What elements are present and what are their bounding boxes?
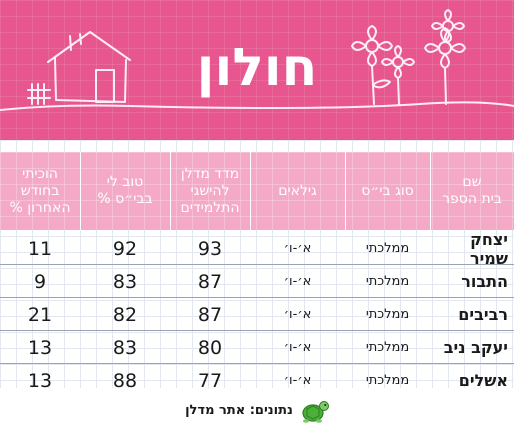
school-name: רביבים — [458, 305, 508, 324]
table-row: יעקב ניב ממלכתי א׳-ו׳ 80 83 13 — [0, 331, 514, 364]
school-type: ממלכתי — [365, 274, 410, 289]
source-text: נתונים: אתר מדלן — [185, 402, 293, 418]
header-grades: גילאים — [278, 182, 317, 199]
bullied-percent: 13 — [27, 336, 53, 359]
source-credit: נתונים: אתר מדלן — [0, 393, 514, 427]
schools-table: שם בית הספר סוג בי״ס גילאים מדד מדלן להי… — [0, 140, 514, 392]
grades: א׳-ו׳ — [283, 373, 312, 388]
school-type: ממלכתי — [365, 373, 410, 388]
meitzav-index: 93 — [197, 237, 223, 260]
meitzav-index: 87 — [197, 303, 223, 326]
header-bullied: הוכיתי בחודש האחרון % — [9, 165, 71, 216]
feel-good-percent: 92 — [112, 237, 138, 260]
header-school-type: סוג בי״ס — [361, 182, 414, 199]
bullied-percent: 9 — [33, 270, 47, 293]
meitzav-index: 80 — [197, 336, 223, 359]
column-divider — [170, 152, 171, 230]
row-divider — [0, 330, 514, 331]
school-type: ממלכתי — [365, 241, 410, 256]
chalk-doodle-illustration — [0, 9, 514, 111]
school-type: ממלכתי — [365, 340, 410, 355]
school-name: יצחק שמיר — [469, 229, 508, 268]
feel-good-percent: 83 — [112, 270, 138, 293]
school-name: אשלים — [458, 371, 508, 390]
feel-good-percent: 82 — [112, 303, 138, 326]
row-divider — [0, 297, 514, 298]
meitzav-index: 77 — [197, 369, 223, 392]
school-type: ממלכתי — [365, 307, 410, 322]
column-divider — [345, 152, 346, 230]
column-divider — [430, 152, 431, 230]
table-header-row — [0, 152, 514, 230]
row-divider — [0, 363, 514, 364]
grades: א׳-ו׳ — [283, 307, 312, 322]
table-row: התבור ממלכתי א׳-ו׳ 87 83 9 — [0, 265, 514, 298]
meitzav-index: 87 — [197, 270, 223, 293]
table-row: יצחק שמיר ממלכתי א׳-ו׳ 93 92 11 — [0, 229, 514, 268]
bullied-percent: 21 — [27, 303, 53, 326]
table-row: אשלים ממלכתי א׳-ו׳ 77 88 13 — [0, 364, 514, 397]
bullied-percent: 13 — [27, 369, 53, 392]
header-school-name: שם בית הספר — [442, 174, 502, 207]
title-banner: חולון — [0, 0, 514, 140]
page-title: חולון — [196, 38, 318, 98]
feel-good-percent: 83 — [112, 336, 138, 359]
row-divider — [0, 264, 514, 265]
header-meitzav-index: מדד מדלן להישגי התלמידים — [180, 165, 240, 216]
table-row: רביבים ממלכתי א׳-ו׳ 87 82 21 — [0, 298, 514, 331]
grades: א׳-ו׳ — [283, 340, 312, 355]
school-name: יעקב ניב — [443, 338, 508, 357]
header-feel-good: טוב לי בבי״ס % — [97, 174, 153, 207]
column-divider — [250, 152, 251, 230]
column-divider — [80, 152, 81, 230]
school-name: התבור — [461, 272, 508, 291]
turtle-icon — [302, 401, 329, 423]
grades: א׳-ו׳ — [283, 274, 312, 289]
grades: א׳-ו׳ — [283, 241, 312, 256]
bullied-percent: 11 — [27, 237, 53, 260]
feel-good-percent: 88 — [112, 369, 138, 392]
